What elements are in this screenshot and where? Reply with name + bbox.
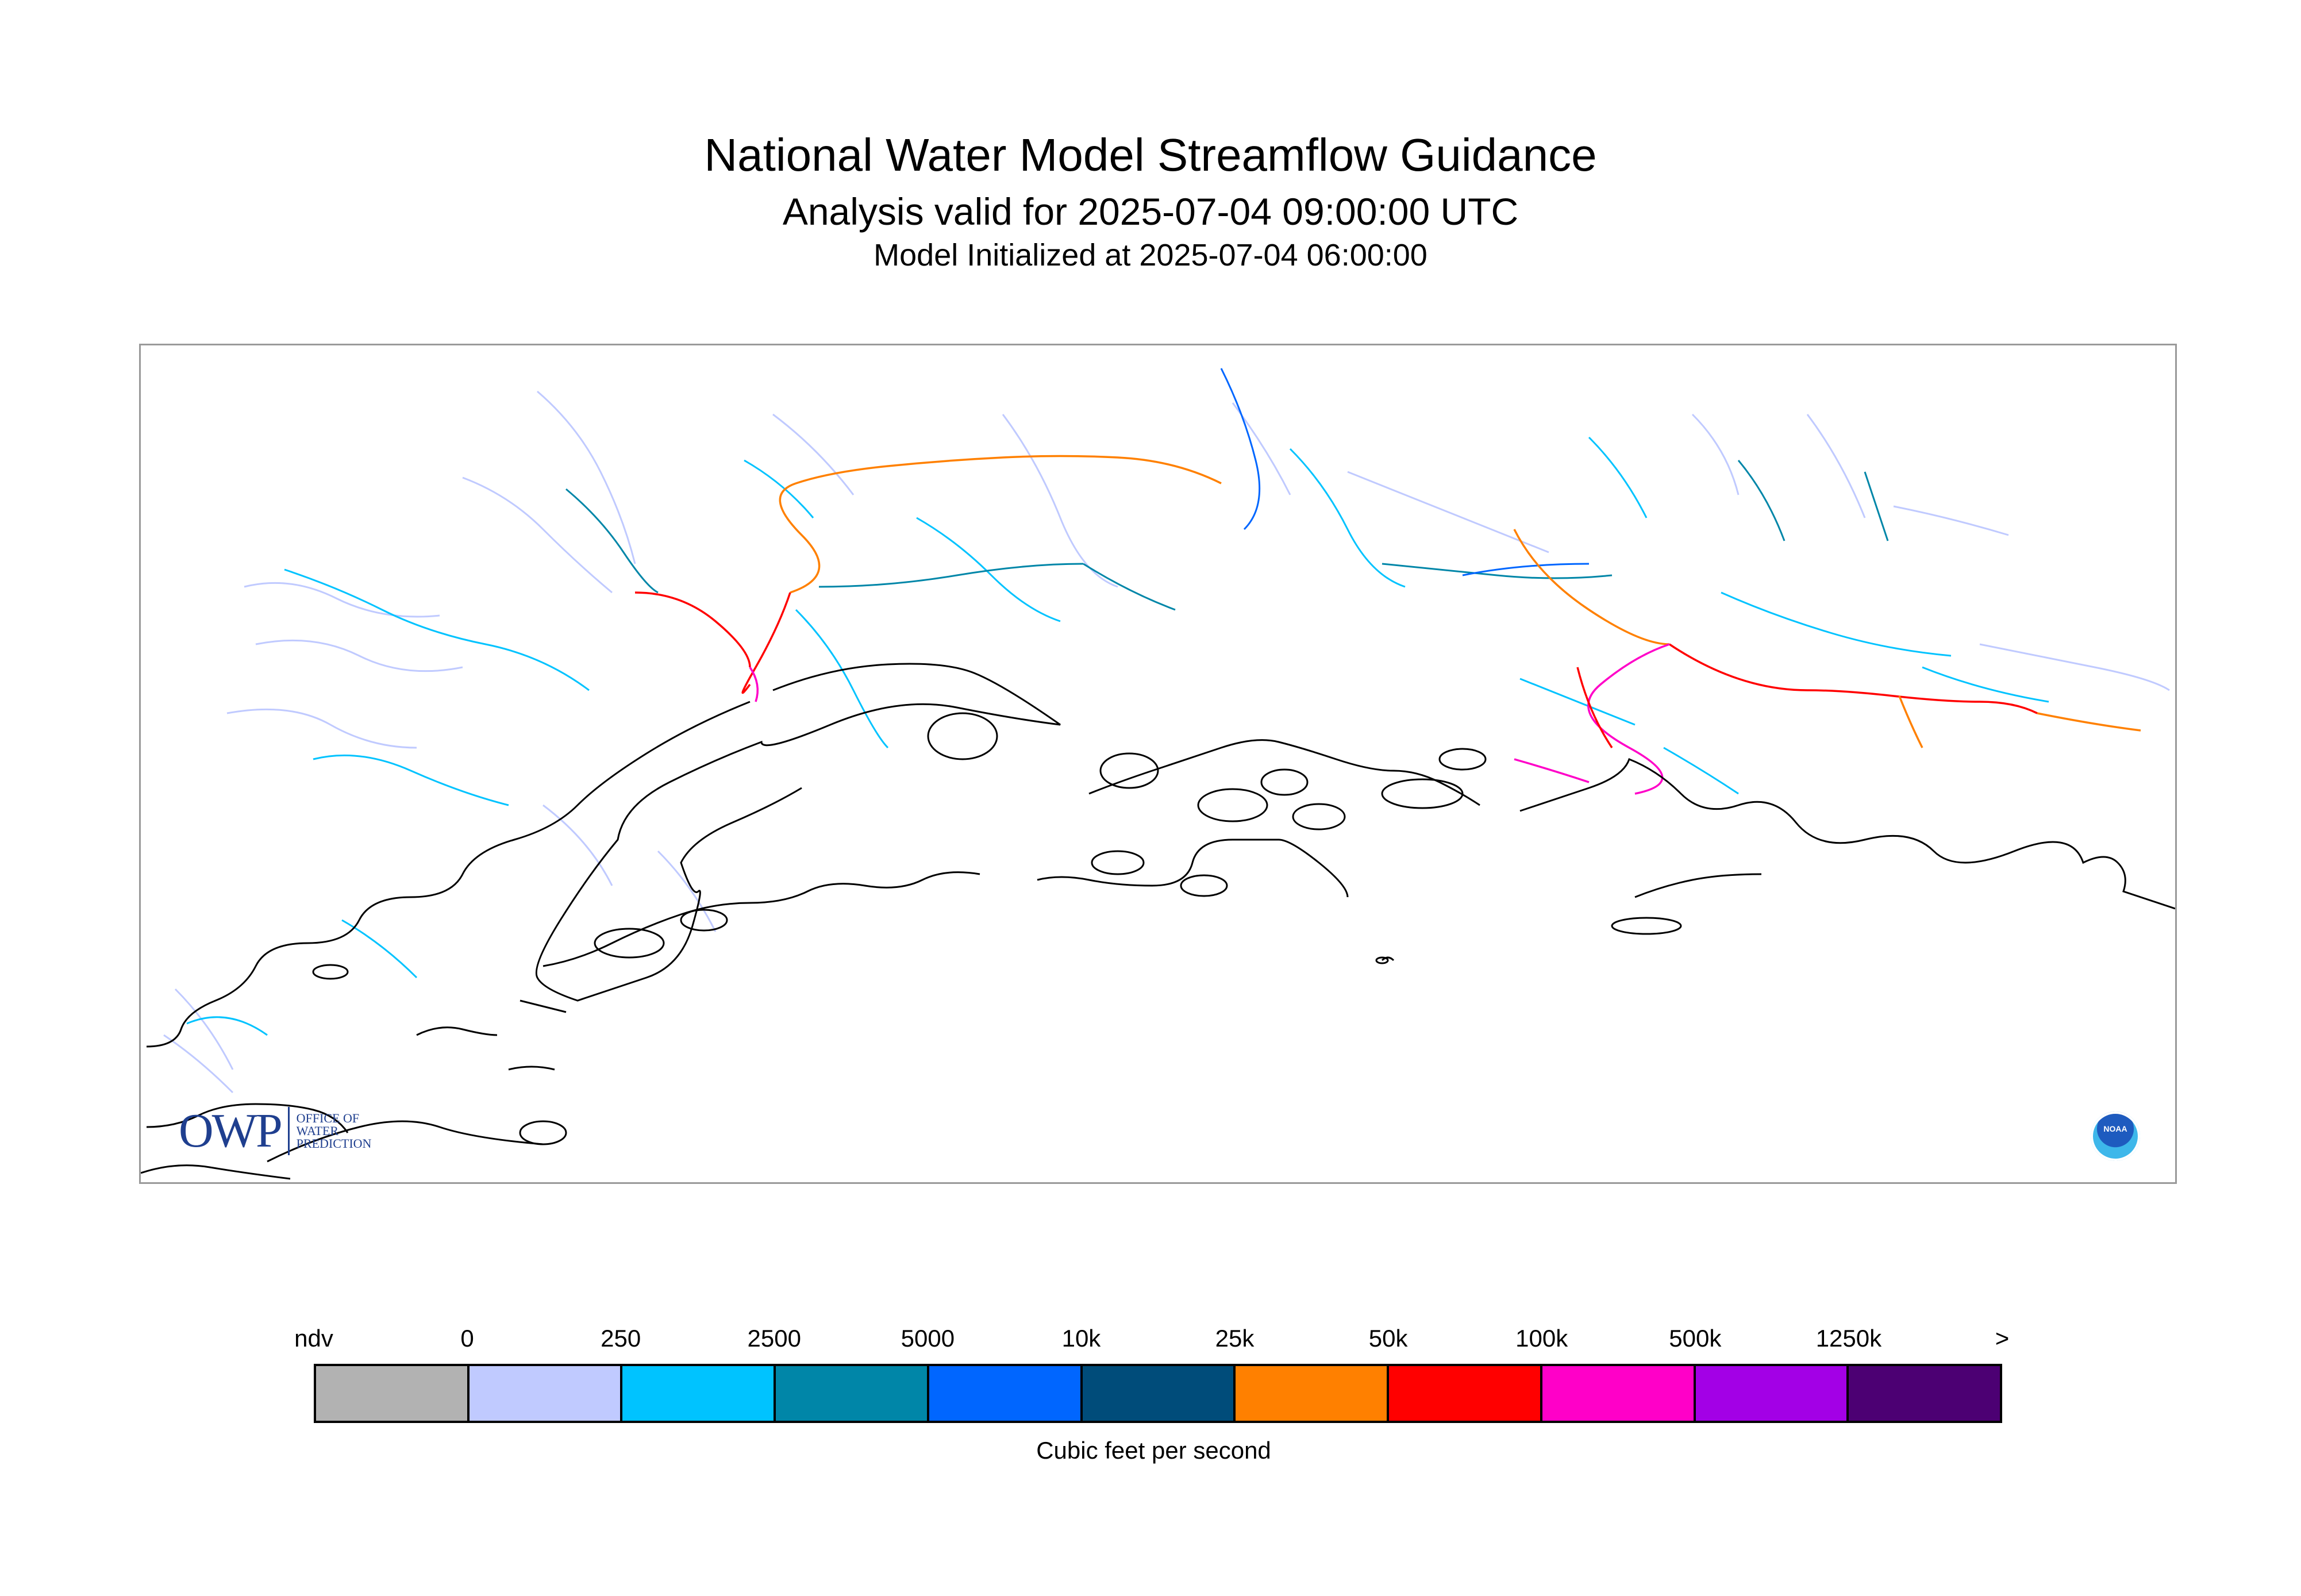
legend-swatch	[1695, 1366, 1849, 1421]
owp-logo-line: PREDICTION	[296, 1136, 372, 1151]
legend-units-label: Cubic feet per second	[1036, 1437, 1271, 1464]
owp-logo: OWP OFFICE OF WATER PREDICTION	[179, 1103, 371, 1159]
legend-swatch	[1082, 1366, 1236, 1421]
legend-tick-label: 500k	[1669, 1325, 1722, 1352]
owp-logo-line: OFFICE OF	[296, 1110, 360, 1125]
owp-logo-mark: OWP	[179, 1104, 283, 1157]
legend-swatch	[469, 1366, 623, 1421]
legend-swatch	[622, 1366, 776, 1421]
legend-tick-label: 50k	[1368, 1325, 1408, 1352]
legend-tick-label: 100k	[1515, 1325, 1568, 1352]
legend-tick-label: 0	[460, 1325, 474, 1352]
owp-logo-text: OFFICE OF WATER PREDICTION	[297, 1112, 372, 1150]
islands	[312, 712, 1682, 1145]
legend-tick-label: 5000	[901, 1325, 955, 1352]
noaa-logo: NOAA	[2091, 1112, 2140, 1161]
streamflow-map[interactable]: OWP OFFICE OF WATER PREDICTION NOAA	[139, 344, 2177, 1184]
legend-swatch	[1236, 1366, 1390, 1421]
legend-swatch	[316, 1366, 470, 1421]
owp-logo-line: WATER	[296, 1123, 338, 1138]
map-drawing	[141, 368, 2175, 1180]
legend-swatch	[776, 1366, 929, 1421]
larger-streams	[1220, 368, 1590, 576]
legend-tick-label: >	[1995, 1325, 2010, 1352]
legend-swatch	[929, 1366, 1083, 1421]
medium-streams	[186, 436, 2049, 1036]
legend-tick-label: 10k	[1061, 1325, 1101, 1352]
coastline	[141, 663, 2175, 1180]
owp-logo-divider	[287, 1106, 290, 1155]
legend-tick-label: 250	[601, 1325, 641, 1352]
init-time-subtitle: Model Initialized at 2025-07-04 06:00:00	[874, 238, 1427, 272]
legend-tick-label: 25k	[1215, 1325, 1255, 1352]
noaa-logo-text: NOAA	[2103, 1124, 2127, 1133]
legend-tick-label: 1250k	[1815, 1325, 1882, 1352]
legend-swatch	[1849, 1366, 2000, 1421]
valid-time-subtitle: Analysis valid for 2025-07-04 09:00:00 U…	[782, 190, 1519, 233]
color-legend	[314, 1364, 2002, 1423]
legend-swatch	[1389, 1366, 1542, 1421]
legend-tick-label: ndv	[294, 1325, 333, 1352]
page-title: National Water Model Streamflow Guidance	[704, 129, 1597, 180]
small-streams	[163, 390, 2170, 1094]
large-streams	[565, 460, 1889, 611]
legend-tick-label: 2500	[747, 1325, 801, 1352]
major-rivers	[634, 455, 2141, 795]
legend-swatch	[1542, 1366, 1696, 1421]
